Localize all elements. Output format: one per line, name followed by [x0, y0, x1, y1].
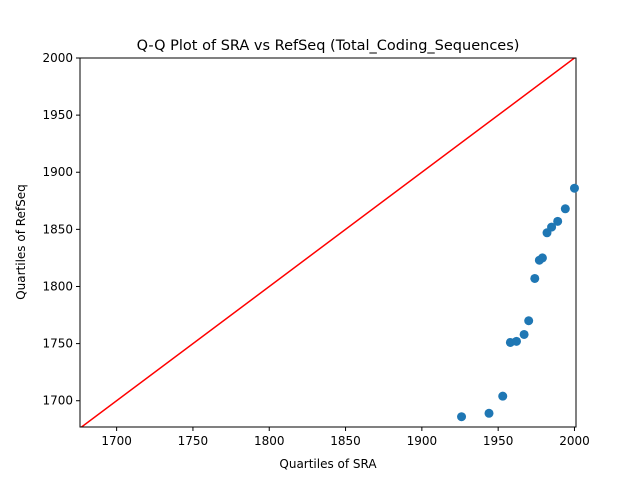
- data-point: [498, 391, 508, 401]
- y-tick-label: 1800: [42, 279, 73, 293]
- x-tick-label: 1750: [178, 434, 209, 448]
- reference-line: [80, 58, 576, 427]
- data-point: [484, 408, 494, 418]
- data-point: [560, 204, 570, 214]
- x-tick-label: 1950: [483, 434, 514, 448]
- x-tick-label: 1900: [407, 434, 438, 448]
- y-tick-label: 1750: [42, 337, 73, 351]
- chart-title: Q-Q Plot of SRA vs RefSeq (Total_Coding_…: [137, 38, 520, 54]
- plot-frame: [79, 57, 577, 428]
- data-point: [569, 183, 579, 193]
- y-tick-label: 1700: [42, 394, 73, 408]
- data-point: [511, 336, 521, 346]
- data-point: [553, 216, 563, 226]
- y-axis: 1700 1750 1800 1850 1900 1950 2000: [42, 51, 80, 408]
- y-tick-label: 1900: [42, 165, 73, 179]
- data-point: [524, 316, 534, 326]
- x-tick-label: 2000: [559, 434, 590, 448]
- data-points: [457, 183, 579, 422]
- y-tick-label: 1850: [42, 222, 73, 236]
- data-point: [519, 329, 529, 339]
- x-tick-label: 1850: [330, 434, 361, 448]
- data-point: [457, 412, 467, 422]
- y-tick-label: 1950: [42, 108, 73, 122]
- y-axis-title: Quartiles of RefSeq: [14, 184, 28, 300]
- x-axis: 1700 1750 1800 1850 1900 1950 2000: [101, 427, 590, 448]
- x-tick-label: 1800: [254, 434, 285, 448]
- data-point: [530, 273, 540, 283]
- plot-area: [80, 58, 576, 427]
- data-point: [537, 253, 547, 263]
- x-axis-title: Quartiles of SRA: [279, 457, 377, 471]
- y-tick-label: 2000: [42, 51, 73, 65]
- data-point: [547, 222, 557, 232]
- x-tick-label: 1700: [101, 434, 132, 448]
